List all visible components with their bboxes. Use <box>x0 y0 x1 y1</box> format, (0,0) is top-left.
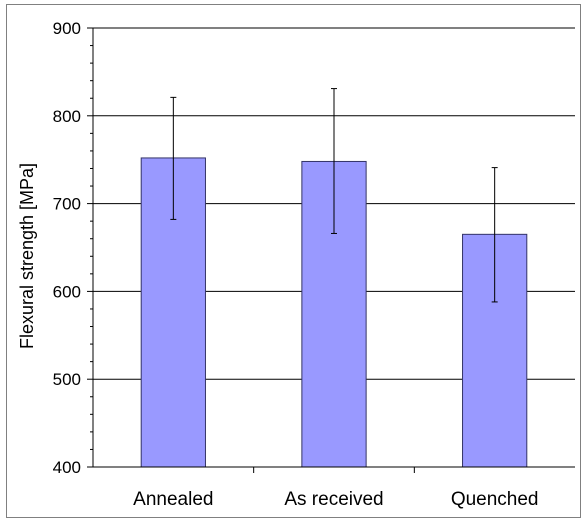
x-category-label: Quenched <box>451 489 539 510</box>
y-tick-label: 900 <box>53 19 81 38</box>
error-bars <box>170 88 498 303</box>
y-axis-title: Flexural strength [MPa] <box>17 163 37 349</box>
x-category-labels: Annealed As received Quenched <box>133 489 538 510</box>
y-tick-label: 700 <box>53 195 81 214</box>
y-tick-label: 600 <box>53 282 81 301</box>
y-tick-label: 800 <box>53 107 81 126</box>
x-category-label: Annealed <box>133 489 213 510</box>
y-tick-label: 400 <box>53 458 81 477</box>
axes <box>87 27 575 473</box>
y-tick-labels: 400 500 600 700 800 900 <box>53 19 81 477</box>
y-tick-label: 500 <box>53 370 81 389</box>
x-category-label: As received <box>284 489 383 510</box>
